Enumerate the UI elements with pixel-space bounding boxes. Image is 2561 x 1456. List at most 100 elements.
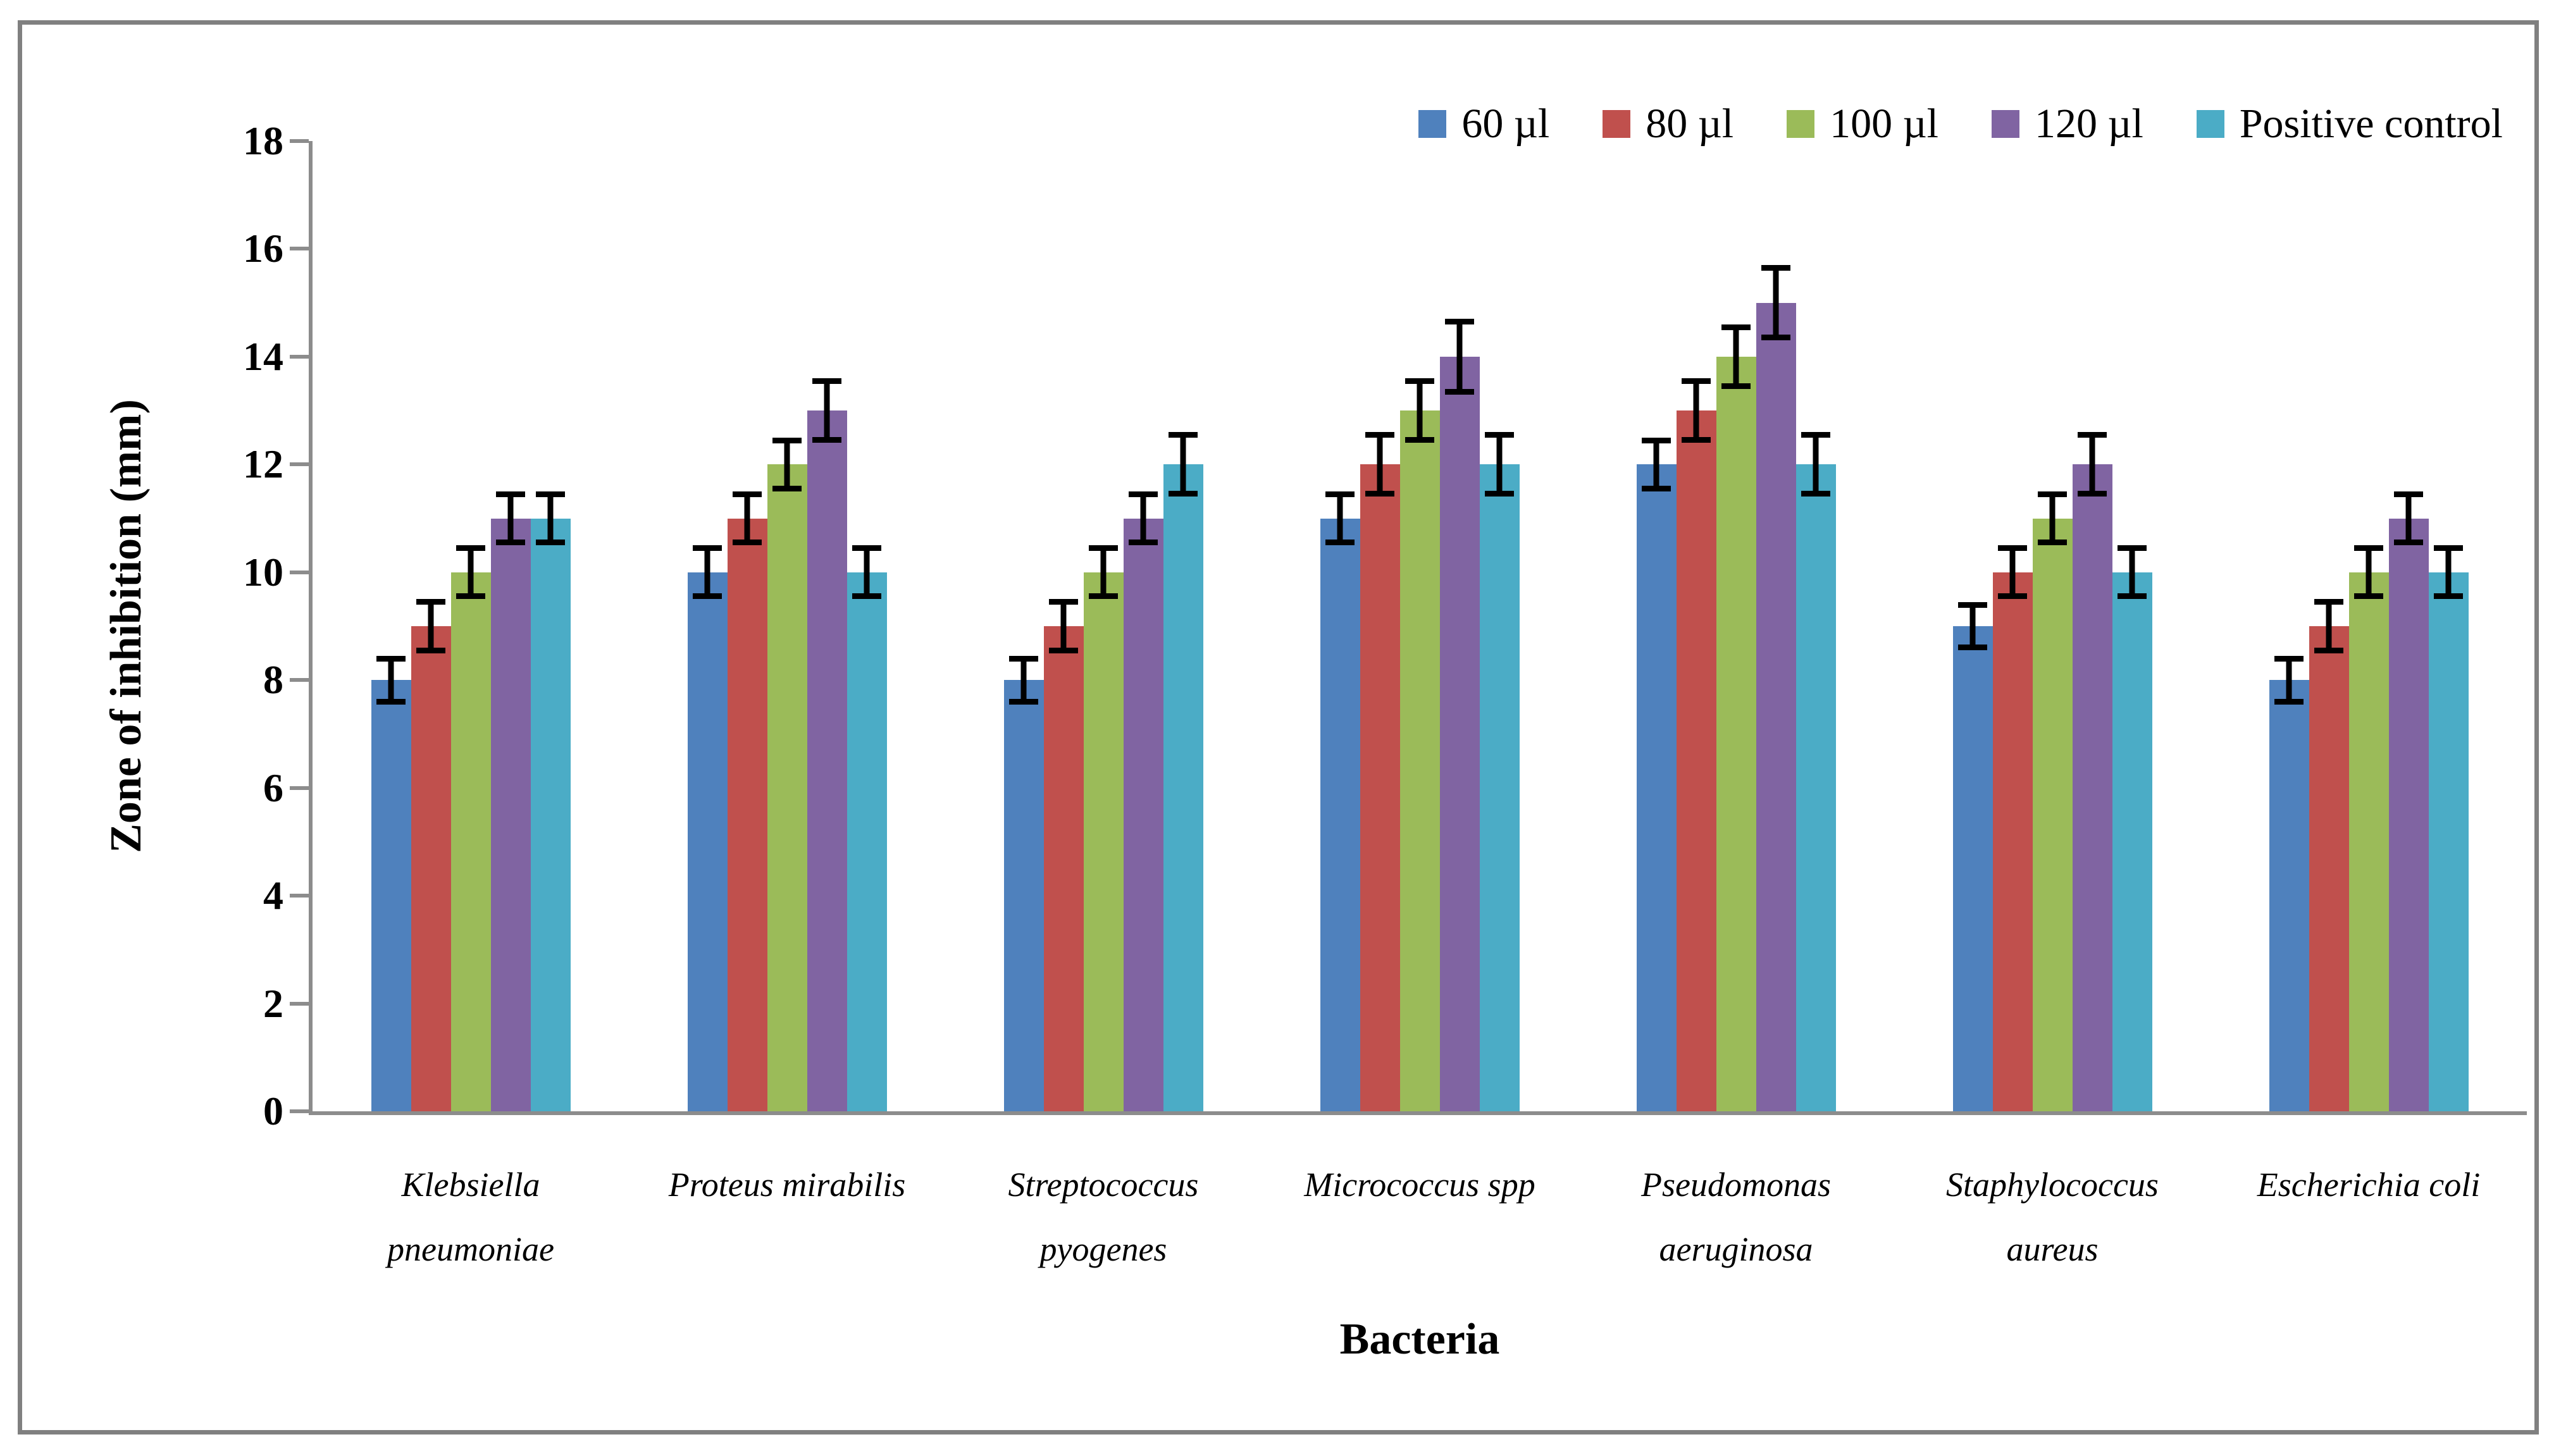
error-bar-cap-top [376, 655, 406, 662]
bar-group [313, 141, 629, 1111]
category-label-line: aeruginosa [1659, 1230, 1813, 1268]
error-bar-line [1100, 545, 1107, 600]
error-bar [1325, 491, 1355, 546]
error-bar-cap-top [1958, 602, 1987, 608]
error-bar [812, 378, 841, 443]
y-tick-mark [290, 570, 309, 574]
bar [1399, 378, 1440, 1111]
bar [2428, 545, 2469, 1111]
bar [2032, 491, 2073, 1111]
error-bar-cap-bottom [2434, 593, 2463, 600]
bar [1003, 655, 1044, 1111]
error-bar [733, 491, 762, 546]
error-bar [1089, 545, 1118, 600]
error-bar [2354, 545, 2383, 600]
bar [1479, 432, 1520, 1111]
error-bar-cap-top [2118, 545, 2147, 552]
error-bar [1405, 378, 1434, 443]
legend-swatch [1603, 110, 1631, 138]
category-labels: Klebsiella pneumoniae Proteus mirabilis Str… [313, 1152, 2527, 1281]
error-bar-line [1969, 602, 1976, 651]
category-label: Proteus mirabilis [629, 1152, 945, 1281]
error-bar-cap-bottom [1049, 647, 1078, 653]
error-bar-cap-bottom [1682, 437, 1711, 443]
error-bar-line [1653, 437, 1659, 491]
category-label-line: aureus [2006, 1230, 2099, 1268]
error-bar-line [1377, 432, 1383, 497]
error-bar-cap-bottom [376, 698, 406, 705]
error-bar-line [1813, 432, 1819, 497]
error-bar-cap-bottom [496, 540, 525, 546]
error-bar-line [1060, 599, 1067, 653]
legend-item: 80 µl [1603, 100, 1733, 148]
error-bar-cap-bottom [1405, 437, 1434, 443]
category-label: Streptococcus pyogenes [945, 1152, 1262, 1281]
bar [2388, 491, 2429, 1111]
y-tick-mark [290, 139, 309, 143]
y-tick-label: 10 [243, 549, 283, 595]
error-bar [693, 545, 722, 600]
legend-swatch [2196, 110, 2224, 138]
plot-area: 0 2 4 6 8 10 12 14 16 18 [243, 121, 2527, 1132]
error-bar [1761, 265, 1790, 341]
legend-swatch [1787, 110, 1815, 138]
y-tick-mark [290, 1001, 309, 1006]
error-bar-cap-bottom [852, 593, 881, 600]
error-bar-cap-top [1325, 491, 1355, 497]
error-bar-cap-bottom [693, 593, 722, 600]
bar [1123, 491, 1163, 1111]
error-bar [2434, 545, 2463, 600]
error-bar-line [2445, 545, 2452, 600]
bar [1043, 599, 1084, 1111]
legend-label: 100 µl [1830, 101, 1938, 147]
category-label: Pseudomonas aeruginosa [1578, 1152, 1894, 1281]
error-bar-line [1180, 432, 1186, 497]
error-bar [1365, 432, 1394, 497]
category-label: Escherichia coli [2211, 1152, 2527, 1281]
error-bar-cap-bottom [2394, 540, 2423, 546]
error-bar-cap-bottom [1485, 491, 1514, 497]
bar [2348, 545, 2389, 1111]
y-tick-label: 14 [243, 333, 283, 379]
error-bar [2314, 599, 2343, 653]
error-bar [2078, 432, 2107, 497]
legend-label: 60 µl [1461, 101, 1550, 147]
error-bar [1129, 491, 1158, 546]
legend-swatch [1418, 110, 1447, 138]
bar [2112, 545, 2152, 1111]
error-bar-line [1020, 655, 1027, 705]
y-tick-mark [290, 894, 309, 898]
bar [846, 545, 887, 1111]
error-bar-cap-bottom [1009, 698, 1038, 705]
error-bar-cap-bottom [1761, 335, 1790, 341]
error-bar-cap-top [1642, 437, 1671, 443]
error-bar-cap-top [1682, 378, 1711, 384]
error-bar-cap-top [2038, 491, 2067, 497]
error-bar-cap-top [852, 545, 881, 552]
category-label: Staphylococcus aureus [1894, 1152, 2211, 1281]
legend-item: 120 µl [1991, 100, 2143, 148]
bar [2309, 599, 2349, 1111]
error-bar-line [2049, 491, 2056, 546]
error-bar-line [507, 491, 514, 546]
y-tick-label: 6 [263, 765, 283, 810]
bar-group [629, 141, 945, 1111]
bar [807, 378, 847, 1111]
error-bar-line [2286, 655, 2292, 705]
error-bar [1682, 378, 1711, 443]
bar [1360, 432, 1400, 1111]
error-bar-cap-top [456, 545, 485, 552]
error-bar-cap-bottom [2314, 647, 2343, 653]
error-bar-cap-top [812, 378, 841, 384]
y-tick-mark [290, 786, 309, 790]
error-bar-cap-bottom [2078, 491, 2107, 497]
bar [490, 491, 531, 1111]
error-bar-line [784, 437, 790, 491]
error-bar-cap-top [1405, 378, 1434, 384]
error-bar-line [1693, 378, 1699, 443]
bar [1320, 491, 1360, 1111]
error-bar-line [2405, 491, 2412, 546]
bar-group [1262, 141, 1578, 1111]
error-bar-line [2089, 432, 2095, 497]
bar [1636, 437, 1677, 1111]
